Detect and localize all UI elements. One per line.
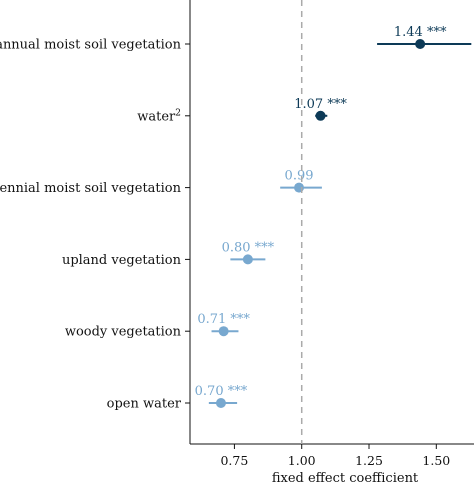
data-label: 1.44 ***	[394, 25, 447, 40]
x-tick-label: 1.25	[355, 453, 383, 468]
data-label: 0.99	[285, 169, 314, 184]
estimate-point	[218, 326, 229, 337]
data-label: 0.71 ***	[197, 312, 250, 327]
category-label: water2	[137, 108, 181, 124]
x-tick-label: 1.50	[422, 453, 450, 468]
x-tick-label: 1.00	[288, 453, 316, 468]
x-axis-label: fixed effect coefficient	[272, 471, 419, 486]
data-label: 0.80 ***	[222, 240, 275, 255]
estimate-point	[215, 398, 226, 408]
category-label: perennial moist soil vegetation	[0, 181, 182, 196]
estimate-point	[242, 254, 253, 265]
estimate-point	[415, 39, 426, 49]
estimate-point	[315, 110, 326, 121]
rows-layer: annual moist soil vegetation 1.44 *** wate…	[0, 25, 472, 412]
data-label: 0.70 ***	[195, 384, 248, 399]
x-tick-label: 0.75	[220, 453, 248, 468]
category-label: woody vegetation	[65, 325, 182, 340]
estimate-point	[294, 182, 305, 193]
category-label: upland vegetation	[62, 253, 182, 268]
category-label: open water	[107, 397, 182, 412]
category-label: annual moist soil vegetation	[0, 38, 182, 53]
x-axis-ticks: 0.75 1.00 1.25 1.50	[220, 444, 450, 468]
